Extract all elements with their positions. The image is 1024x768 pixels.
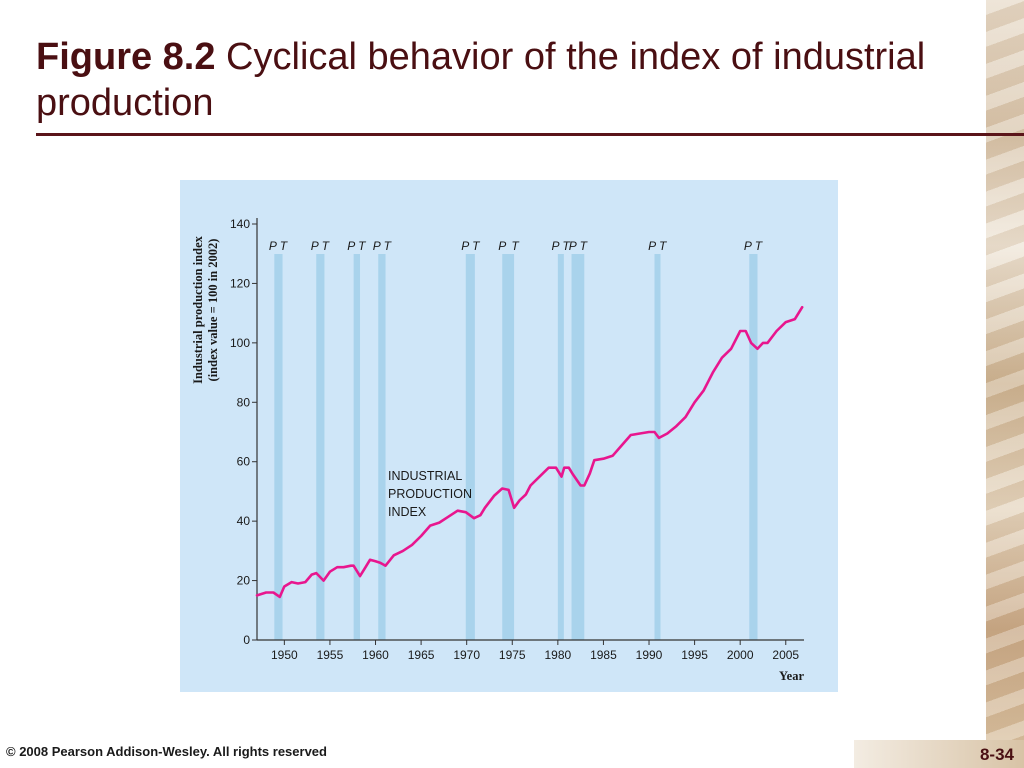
y-tick-label: 80 — [237, 395, 251, 409]
y-tick-label: 140 — [230, 217, 250, 231]
copyright-footer: © 2008 Pearson Addison-Wesley. All right… — [6, 744, 327, 759]
peak-trough-label: P T — [347, 239, 367, 253]
title-divider — [36, 133, 1024, 136]
title-figure-number: Figure 8.2 — [36, 36, 216, 78]
y-tick-label: 60 — [237, 455, 251, 469]
page-number: 8-34 — [979, 745, 1014, 764]
y-tick-label: 120 — [230, 276, 250, 290]
title-text: Cyclical behavior of the index of indust… — [36, 36, 926, 124]
recession-band-5 — [502, 254, 515, 640]
series-annotation-line1: INDUSTRIAL — [388, 469, 462, 483]
series-lines — [255, 305, 804, 599]
peak-trough-label: P T — [373, 239, 393, 253]
recession-band-3 — [378, 254, 386, 640]
series-annotation-line3: INDEX — [388, 505, 427, 519]
industrial-production-chart: 0 20 40 60 80 100 120 140 1950 1955 1960 1965 1970 19… — [191, 217, 804, 683]
y-axis-title-line1: Industrial production index — [191, 235, 205, 383]
page-number-box: 8-34 — [854, 740, 1024, 768]
peak-trough-label: P T — [569, 239, 589, 253]
x-tick-label: 1990 — [636, 648, 663, 662]
y-tick-label: 20 — [237, 574, 251, 588]
x-tick-label: 1950 — [271, 648, 298, 662]
x-tick-label: 1955 — [317, 648, 344, 662]
recession-bands — [274, 254, 758, 640]
recession-band-4 — [465, 254, 475, 640]
y-tick-label: 100 — [230, 336, 250, 350]
x-tick-label: 2000 — [727, 648, 754, 662]
y-axis-title-line2: (index value = 100 in 2002) — [206, 239, 220, 382]
chart-axes — [252, 218, 804, 645]
x-tick-label: 1975 — [499, 648, 526, 662]
recession-band-2 — [353, 254, 361, 640]
x-tick-label: 1985 — [590, 648, 617, 662]
peak-trough-label: P T — [461, 239, 481, 253]
peak-trough-label: P T — [311, 239, 331, 253]
x-tick-label: 1965 — [408, 648, 435, 662]
recession-band-0 — [274, 254, 283, 640]
x-tick-label: 1980 — [544, 648, 571, 662]
peak-trough-label: P T — [648, 239, 668, 253]
peak-trough-label: P — [498, 239, 506, 253]
peak-trough-label: P T — [269, 239, 289, 253]
x-axis-title: Year — [779, 669, 804, 683]
x-tick-label: 2005 — [772, 648, 799, 662]
series-line-0 — [255, 305, 804, 599]
recession-band-9 — [749, 254, 758, 640]
slide-title: Figure 8.2 Cyclical behavior of the inde… — [36, 34, 976, 126]
recession-band-1 — [316, 254, 325, 640]
x-tick-label: 1995 — [681, 648, 708, 662]
chart-panel: 0 20 40 60 80 100 120 140 1950 1955 1960 1965 1970 19… — [180, 180, 838, 692]
series-annotation-line2: PRODUCTION — [388, 487, 472, 501]
peak-trough-label: P T — [551, 239, 571, 253]
peak-trough-label: T — [511, 239, 520, 253]
recession-band-8 — [654, 254, 661, 640]
recession-band-7 — [571, 254, 585, 640]
x-tick-label: 1970 — [453, 648, 480, 662]
tick-labels: 0 20 40 60 80 100 120 140 1950 1955 1960 1965 1970 19… — [230, 217, 799, 662]
y-tick-label: 40 — [237, 514, 251, 528]
recession-band-6 — [557, 254, 564, 640]
peak-trough-label: P T — [744, 239, 764, 253]
y-tick-label: 0 — [243, 633, 250, 647]
decorative-side-texture — [986, 0, 1024, 768]
x-tick-label: 1960 — [362, 648, 389, 662]
